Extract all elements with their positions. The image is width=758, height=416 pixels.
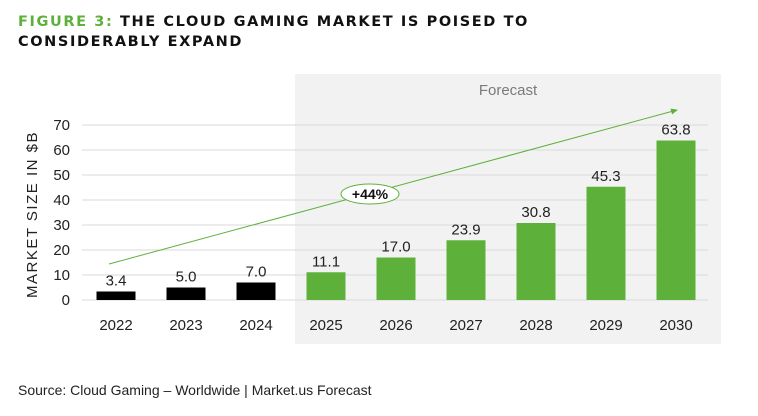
chart-title: FIGURE 3: THE CLOUD GAMING MARKET IS POI… [18, 12, 529, 52]
y-tick-label: 0 [62, 292, 70, 309]
x-tick-label: 2023 [169, 317, 202, 334]
data-label-2030: 63.8 [661, 122, 690, 139]
figure-number: FIGURE 3: [18, 14, 114, 30]
y-tick-label: 60 [53, 142, 70, 159]
bar-2029 [586, 186, 626, 300]
bar-2022 [96, 291, 136, 300]
x-tick-label: 2029 [589, 317, 622, 334]
x-tick-label: 2026 [379, 317, 412, 334]
y-tick-label: 50 [53, 167, 70, 184]
y-tick-label: 30 [53, 217, 70, 234]
data-label-2023: 5.0 [176, 269, 197, 286]
bar-2027 [446, 240, 486, 300]
y-tick-label: 20 [53, 242, 70, 259]
y-tick-label: 40 [53, 192, 70, 209]
x-axis-ticks: 2022 2023 2024 2025 2026 2027 2028 2029 2030 [99, 317, 692, 334]
title-line-1: THE CLOUD GAMING MARKET IS POISED TO [120, 14, 529, 30]
bar-2028 [516, 223, 556, 300]
x-tick-label: 2025 [309, 317, 342, 334]
bar-2023 [166, 287, 206, 300]
data-label-2029: 45.3 [591, 168, 620, 185]
x-tick-label: 2022 [99, 317, 132, 334]
data-label-2027: 23.9 [451, 221, 480, 238]
bar-2024 [236, 282, 276, 300]
data-label-2025: 11.1 [312, 253, 340, 270]
x-tick-label: 2030 [659, 317, 692, 334]
data-label-2024: 7.0 [246, 264, 267, 281]
bar-2026 [376, 257, 416, 300]
bar-2030 [656, 140, 696, 300]
y-axis-ticks: 0 10 20 30 40 50 60 70 [53, 117, 70, 309]
bars [96, 140, 696, 300]
data-labels: 3.4 5.0 7.0 11.1 17.0 23.9 30.8 45.3 63.8 [106, 122, 691, 290]
title-line-2: CONSIDERABLY EXPAND [18, 34, 244, 50]
data-label-2028: 30.8 [521, 204, 550, 221]
data-label-2022: 3.4 [106, 273, 127, 290]
source-note: Source: Cloud Gaming – Worldwide | Marke… [18, 382, 372, 398]
growth-badge [340, 183, 400, 205]
growth-arrow [108, 108, 678, 265]
data-label-2026: 17.0 [381, 239, 410, 256]
bar-2025 [306, 272, 346, 300]
y-axis-label: MARKET SIZE IN $B [24, 131, 41, 298]
x-tick-label: 2027 [449, 317, 482, 334]
forecast-label: Forecast [479, 82, 538, 99]
forecast-panel [295, 74, 721, 344]
y-tick-label: 10 [53, 267, 70, 284]
x-tick-label: 2028 [519, 317, 552, 334]
x-tick-label: 2024 [239, 317, 272, 334]
growth-badge-text: +44% [352, 186, 389, 202]
y-tick-label: 70 [53, 117, 70, 134]
